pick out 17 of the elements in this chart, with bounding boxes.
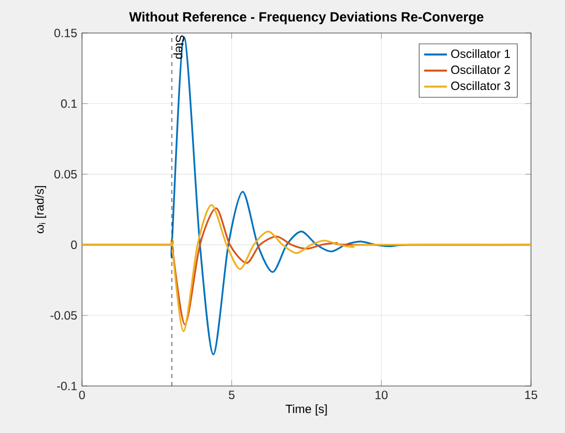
x-axis-title: Time [s] bbox=[286, 404, 327, 416]
ref-line-label: Step bbox=[173, 35, 184, 59]
x-tick-label: 15 bbox=[525, 390, 538, 400]
legend-label: Oscillator 1 bbox=[451, 49, 510, 58]
y-tick-label: 0.05 bbox=[54, 170, 77, 178]
legend-label: Oscillator 2 bbox=[451, 65, 510, 74]
y-tick-label: -0.1 bbox=[57, 382, 77, 390]
y-tick-label: 0 bbox=[71, 240, 77, 250]
y-axis-title: ω$_{i}$ [rad/s] bbox=[34, 186, 46, 234]
legend-label: Oscillator 3 bbox=[451, 81, 510, 90]
x-tick-label: 10 bbox=[376, 390, 388, 400]
y-tick-label: -0.05 bbox=[50, 311, 77, 320]
x-tick-label: 5 bbox=[228, 390, 234, 400]
x-tick-label: 0 bbox=[79, 390, 85, 400]
y-tick-label: 0.1 bbox=[61, 99, 77, 108]
chart-title: Without Reference - Frequency Deviations Re-Converge bbox=[129, 12, 484, 24]
y-tick-label: 0.15 bbox=[54, 28, 77, 38]
